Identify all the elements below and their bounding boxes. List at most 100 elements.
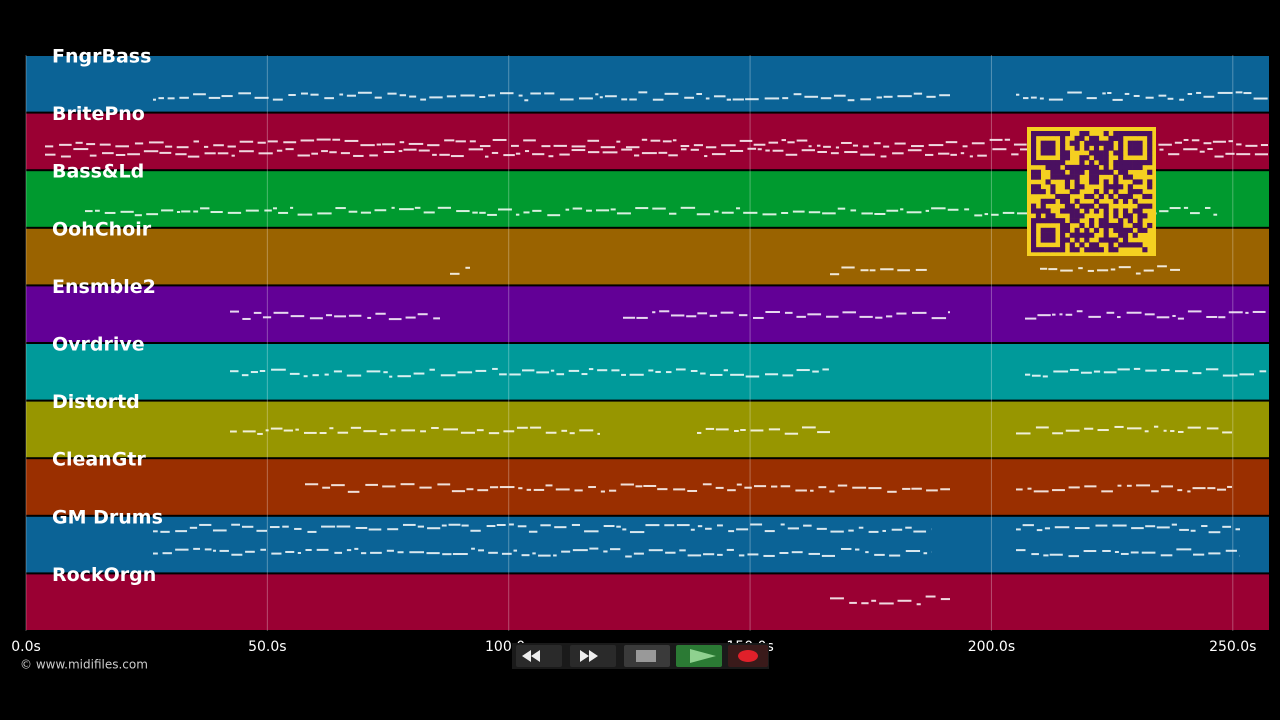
note bbox=[697, 525, 703, 528]
note bbox=[750, 523, 763, 526]
note bbox=[1084, 485, 1097, 488]
qr-cell bbox=[1127, 150, 1133, 156]
play-button[interactable] bbox=[676, 645, 722, 667]
note bbox=[572, 549, 588, 552]
note bbox=[550, 369, 555, 372]
note bbox=[517, 525, 527, 528]
qr-cell bbox=[1055, 218, 1061, 224]
note bbox=[1193, 553, 1205, 556]
note bbox=[496, 524, 506, 527]
note bbox=[382, 485, 396, 488]
qr-cell bbox=[1127, 193, 1133, 200]
qr-cell bbox=[1040, 247, 1046, 253]
note bbox=[390, 429, 396, 432]
note bbox=[716, 524, 723, 527]
note bbox=[1161, 485, 1174, 488]
note bbox=[383, 371, 388, 374]
qr-cell bbox=[1093, 227, 1100, 233]
note bbox=[271, 552, 282, 555]
note bbox=[239, 150, 254, 153]
qr-cell bbox=[1050, 140, 1056, 146]
forward-icon bbox=[580, 650, 598, 662]
note bbox=[427, 527, 441, 530]
note bbox=[499, 373, 507, 376]
note bbox=[468, 148, 484, 151]
note bbox=[285, 550, 295, 553]
note bbox=[418, 149, 430, 152]
forward-button[interactable] bbox=[570, 645, 616, 667]
note bbox=[127, 153, 140, 156]
record-button[interactable] bbox=[728, 645, 768, 667]
note bbox=[1208, 552, 1221, 555]
qr-cell bbox=[1079, 169, 1085, 175]
qr-cell bbox=[1118, 227, 1124, 233]
qr-cell bbox=[1103, 227, 1109, 233]
note bbox=[408, 142, 424, 145]
note bbox=[417, 525, 424, 528]
note bbox=[705, 527, 712, 530]
note bbox=[1192, 487, 1206, 490]
note bbox=[1205, 368, 1219, 371]
qr-code bbox=[1027, 127, 1156, 256]
note bbox=[796, 139, 808, 142]
note bbox=[472, 211, 478, 214]
qr-cell bbox=[1079, 184, 1085, 190]
stop-button[interactable] bbox=[624, 645, 670, 667]
qr-cell bbox=[1142, 193, 1148, 200]
note bbox=[622, 528, 627, 531]
note bbox=[540, 524, 551, 527]
note bbox=[807, 313, 822, 316]
note bbox=[1102, 92, 1106, 95]
note bbox=[159, 151, 172, 154]
qr-cell bbox=[1098, 155, 1104, 161]
note bbox=[1136, 484, 1151, 487]
note bbox=[796, 369, 810, 372]
qr-cell bbox=[1045, 140, 1051, 146]
note bbox=[1130, 551, 1139, 554]
qr-cell bbox=[1074, 135, 1080, 141]
note bbox=[679, 549, 686, 552]
note bbox=[346, 374, 362, 377]
qr-cell bbox=[1147, 150, 1153, 156]
note bbox=[346, 94, 356, 97]
note bbox=[391, 206, 395, 209]
note bbox=[265, 429, 269, 432]
note bbox=[199, 523, 212, 526]
note bbox=[680, 148, 687, 151]
note bbox=[440, 374, 456, 377]
note bbox=[747, 553, 759, 556]
note bbox=[276, 149, 283, 152]
qr-cell bbox=[1142, 247, 1148, 253]
note bbox=[1052, 432, 1064, 435]
note bbox=[603, 550, 608, 553]
note bbox=[60, 155, 71, 158]
note bbox=[1235, 91, 1243, 94]
note bbox=[1206, 427, 1219, 430]
note bbox=[492, 138, 507, 141]
qr-cell bbox=[1113, 184, 1119, 190]
qr-cell bbox=[1060, 232, 1066, 238]
note bbox=[736, 483, 742, 486]
qr-cell bbox=[1108, 193, 1114, 200]
note bbox=[1059, 313, 1063, 316]
qr-cell bbox=[1093, 242, 1100, 248]
note bbox=[971, 142, 985, 145]
note bbox=[876, 96, 882, 99]
note bbox=[938, 152, 950, 155]
qr-cell bbox=[1118, 131, 1124, 137]
note bbox=[227, 145, 236, 148]
note bbox=[45, 145, 54, 148]
note bbox=[859, 315, 873, 318]
qr-cell bbox=[1127, 218, 1133, 224]
track-label: GM Drums bbox=[52, 506, 163, 528]
track-label: Ensmble2 bbox=[52, 276, 156, 298]
qr-cell bbox=[1132, 140, 1138, 146]
note bbox=[382, 143, 395, 146]
qr-cell bbox=[1122, 242, 1129, 248]
rewind-button[interactable] bbox=[516, 645, 562, 667]
note bbox=[1033, 490, 1049, 493]
note bbox=[499, 486, 515, 489]
note bbox=[602, 151, 618, 154]
note bbox=[309, 317, 323, 320]
qr-cell bbox=[1108, 242, 1114, 248]
